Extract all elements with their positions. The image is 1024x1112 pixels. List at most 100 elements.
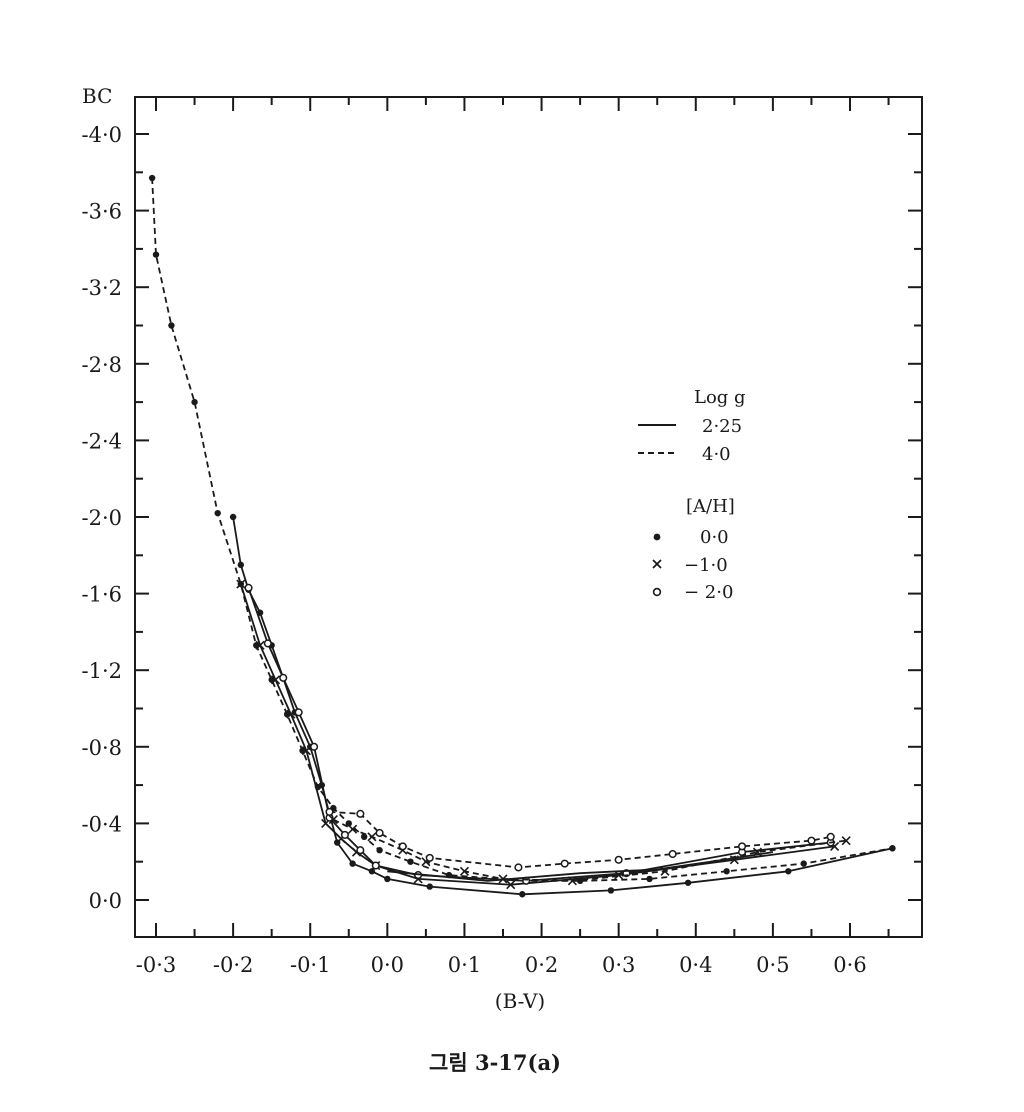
data-point-dot [191,398,198,406]
data-point-cross [367,832,377,842]
cross-stroke [367,832,377,842]
axis-ticks [135,97,922,937]
data-point-cross [841,836,851,846]
y-tick-label: -0·8 [82,736,123,760]
x-tick-label: -0·3 [136,953,177,977]
data-point-circle [375,828,384,838]
cross-stroke [506,880,516,890]
cross-stroke [255,640,265,650]
legend-cross-marker [652,559,662,569]
plot-frame [134,96,923,938]
y-tick-label: -1·6 [82,583,123,607]
cross-stroke [348,824,358,834]
y-tick-label: -3·6 [82,200,123,224]
data-point-cross [286,709,296,719]
x-tick-label: 0·1 [448,953,481,977]
data-point-dot [407,858,414,865]
x-tick-label: 0·6 [833,953,866,977]
data-point-circle [371,861,380,870]
data-point-dot [426,883,433,890]
data-point-circle [514,863,523,872]
y-tick-label: -1·2 [82,659,123,683]
data-point-circle [356,809,365,818]
data-point-dot [229,513,237,521]
data-point-cross [614,870,624,880]
data-point-dot [376,847,383,854]
cross-stroke [567,876,577,886]
x-tick-label: 0·5 [756,953,789,977]
data-point-cross [270,675,281,685]
data-point-dot [889,845,896,852]
cross-stroke [236,579,246,589]
x-tick-labels: -0·3 -0·2 -0·1 0·0 0·1 0·2 0·3 0·4 0·5 0·6 [136,953,867,977]
x-tick-label: 0·4 [679,953,712,977]
data-point-circle [560,859,569,868]
data-point-circle [425,853,434,862]
data-point-cross [236,579,246,589]
data-point-circle [340,830,349,839]
data-point-cross [328,815,338,825]
x-tick-label: 0·2 [525,953,558,977]
y-axis-title: BC [82,84,112,108]
data-point-circle [356,846,365,855]
data-point-circle [807,836,816,845]
figure-caption: 그림 3-17(a) [429,1050,561,1075]
series-layer [148,174,896,898]
data-point-dot [684,879,692,886]
legend-gravity-2-25: 2·25 [702,416,742,437]
data-point-dot [519,891,526,898]
data-point-cross [301,746,311,756]
data-point-dot [646,875,653,883]
data-point-circle [325,807,334,816]
data-point-dot [345,820,352,827]
data-point-circle [310,742,319,751]
data-point-dot [148,174,156,182]
data-point-dot [723,868,730,875]
legend-metallicity-0-0: 0·0 [700,527,729,548]
data-point-dot [368,868,376,875]
x-tick-label: -0·1 [290,953,331,977]
x-axis-title: (B-V) [495,989,545,1013]
data-point-cross [506,880,516,890]
data-point-circle [737,842,747,851]
data-point-dot [237,561,245,569]
legend-circle-marker [652,587,662,597]
series-line-2 [239,583,835,886]
data-point-dot [168,322,175,329]
x-tick-label: 0·3 [602,953,635,977]
legend-gravity-title: Log g [694,387,746,408]
legend-metallicity-title: [A/H] [686,496,735,517]
data-point-circle [614,855,623,864]
data-point-circle [398,842,407,851]
series-line-0 [151,177,893,882]
y-tick-label: 0·0 [89,889,122,913]
cross-stroke [841,836,851,846]
data-point-dot [349,860,356,867]
y-tick-label: -2·0 [82,506,123,530]
data-point-cross [348,824,358,834]
legend-dot-marker [653,533,661,541]
data-point-circle [668,849,677,859]
data-point-dot [214,509,221,517]
x-tick-label: 0·0 [371,953,404,977]
plot-area-border [134,96,923,938]
data-point-circle [244,583,253,592]
cross-stroke [830,841,840,851]
data-point-circle [263,639,272,648]
series-line-1 [232,516,893,896]
data-point-cross [567,876,577,886]
y-tick-label: -0·4 [82,812,123,836]
series-line-6 [387,851,774,882]
y-tick-label: -2·8 [82,353,123,377]
cross-stroke [270,675,281,685]
series-line-5 [329,811,831,869]
data-point-dot [384,875,391,883]
data-point-dot [800,860,807,867]
data-point-dot [785,868,792,875]
y-tick-labels: -4·0 -3·6 -3·2 -2·8 -2·4 -2·0 -1·6 -1·2 -0·8 -0·4… [82,123,123,913]
data-point-dot [607,887,615,894]
legend-metallicity-minus-1-0: −1·0 [684,555,728,576]
cross-stroke [301,746,311,756]
data-point-dot [152,251,160,258]
